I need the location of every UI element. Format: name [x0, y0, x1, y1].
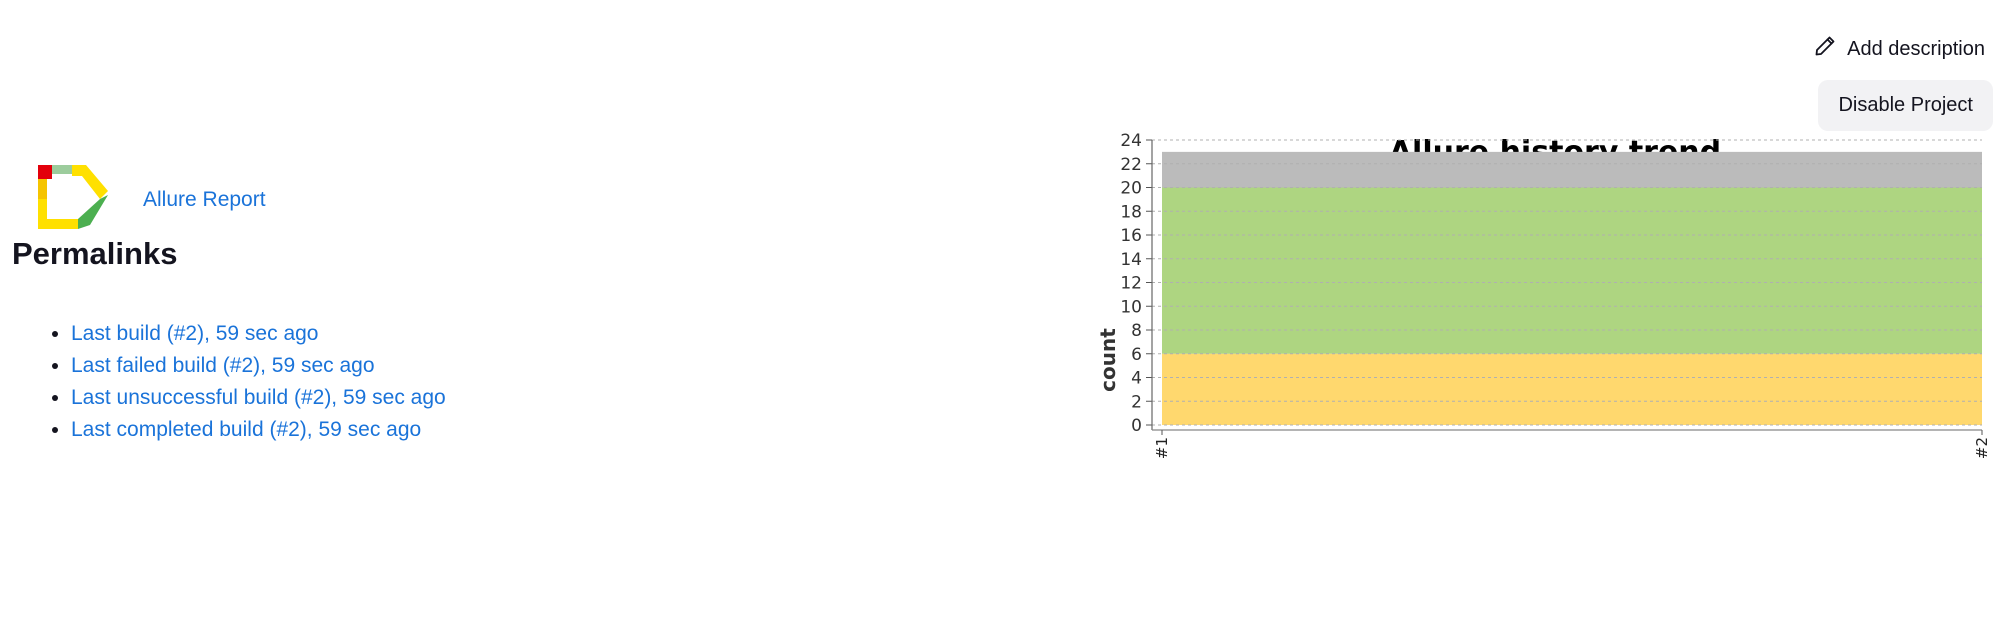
disable-project-button[interactable]: Disable Project: [1818, 80, 1993, 131]
allure-logo-icon[interactable]: [38, 165, 108, 234]
permalink-last-unsuccessful-build[interactable]: Last unsuccessful build (#2), 59 sec ago: [71, 386, 446, 409]
permalink-last-build[interactable]: Last build (#2), 59 sec ago: [71, 322, 319, 345]
permalinks-heading: Permalinks: [12, 236, 178, 271]
pencil-icon: [1813, 34, 1837, 64]
add-description-button[interactable]: Add description: [1807, 30, 1991, 68]
area-series-1: [1162, 187, 1982, 354]
y-tick-label: 22: [1120, 155, 1142, 175]
area-series-2: [1162, 151, 1982, 188]
list-item: Last failed build (#2), 59 sec ago: [71, 350, 446, 382]
y-tick-label: 14: [1120, 250, 1142, 270]
y-tick-label: 4: [1131, 369, 1142, 389]
permalink-last-completed-build[interactable]: Last completed build (#2), 59 sec ago: [71, 418, 422, 441]
y-tick-label: 24: [1120, 131, 1142, 151]
permalinks-list: Last build (#2), 59 sec ago Last failed …: [30, 318, 446, 446]
list-item: Last unsuccessful build (#2), 59 sec ago: [71, 382, 446, 414]
allure-report-action: Allure Report: [38, 165, 266, 234]
list-item: Last build (#2), 59 sec ago: [71, 318, 446, 350]
x-tick-label: #1: [1153, 437, 1171, 459]
area-series-0: [1162, 353, 1982, 425]
y-tick-label: 18: [1120, 202, 1142, 222]
y-tick-label: 16: [1120, 226, 1142, 246]
y-tick-label: 12: [1120, 274, 1142, 294]
chart-y-axis-label: count: [1096, 328, 1120, 392]
allure-history-trend-chart[interactable]: Allure history trend count 0246810121416…: [1080, 125, 2000, 605]
y-tick-label: 10: [1120, 297, 1142, 317]
y-tick-label: 6: [1131, 345, 1142, 365]
y-tick-label: 20: [1120, 179, 1142, 199]
y-tick-label: 8: [1131, 321, 1142, 341]
permalink-last-failed-build[interactable]: Last failed build (#2), 59 sec ago: [71, 354, 375, 377]
allure-report-link[interactable]: Allure Report: [143, 187, 266, 211]
y-tick-label: 2: [1131, 392, 1142, 412]
add-description-label: Add description: [1847, 37, 1985, 60]
y-tick-label: 0: [1131, 416, 1142, 436]
x-tick-label: #2: [1973, 437, 1991, 459]
list-item: Last completed build (#2), 59 sec ago: [71, 414, 446, 446]
